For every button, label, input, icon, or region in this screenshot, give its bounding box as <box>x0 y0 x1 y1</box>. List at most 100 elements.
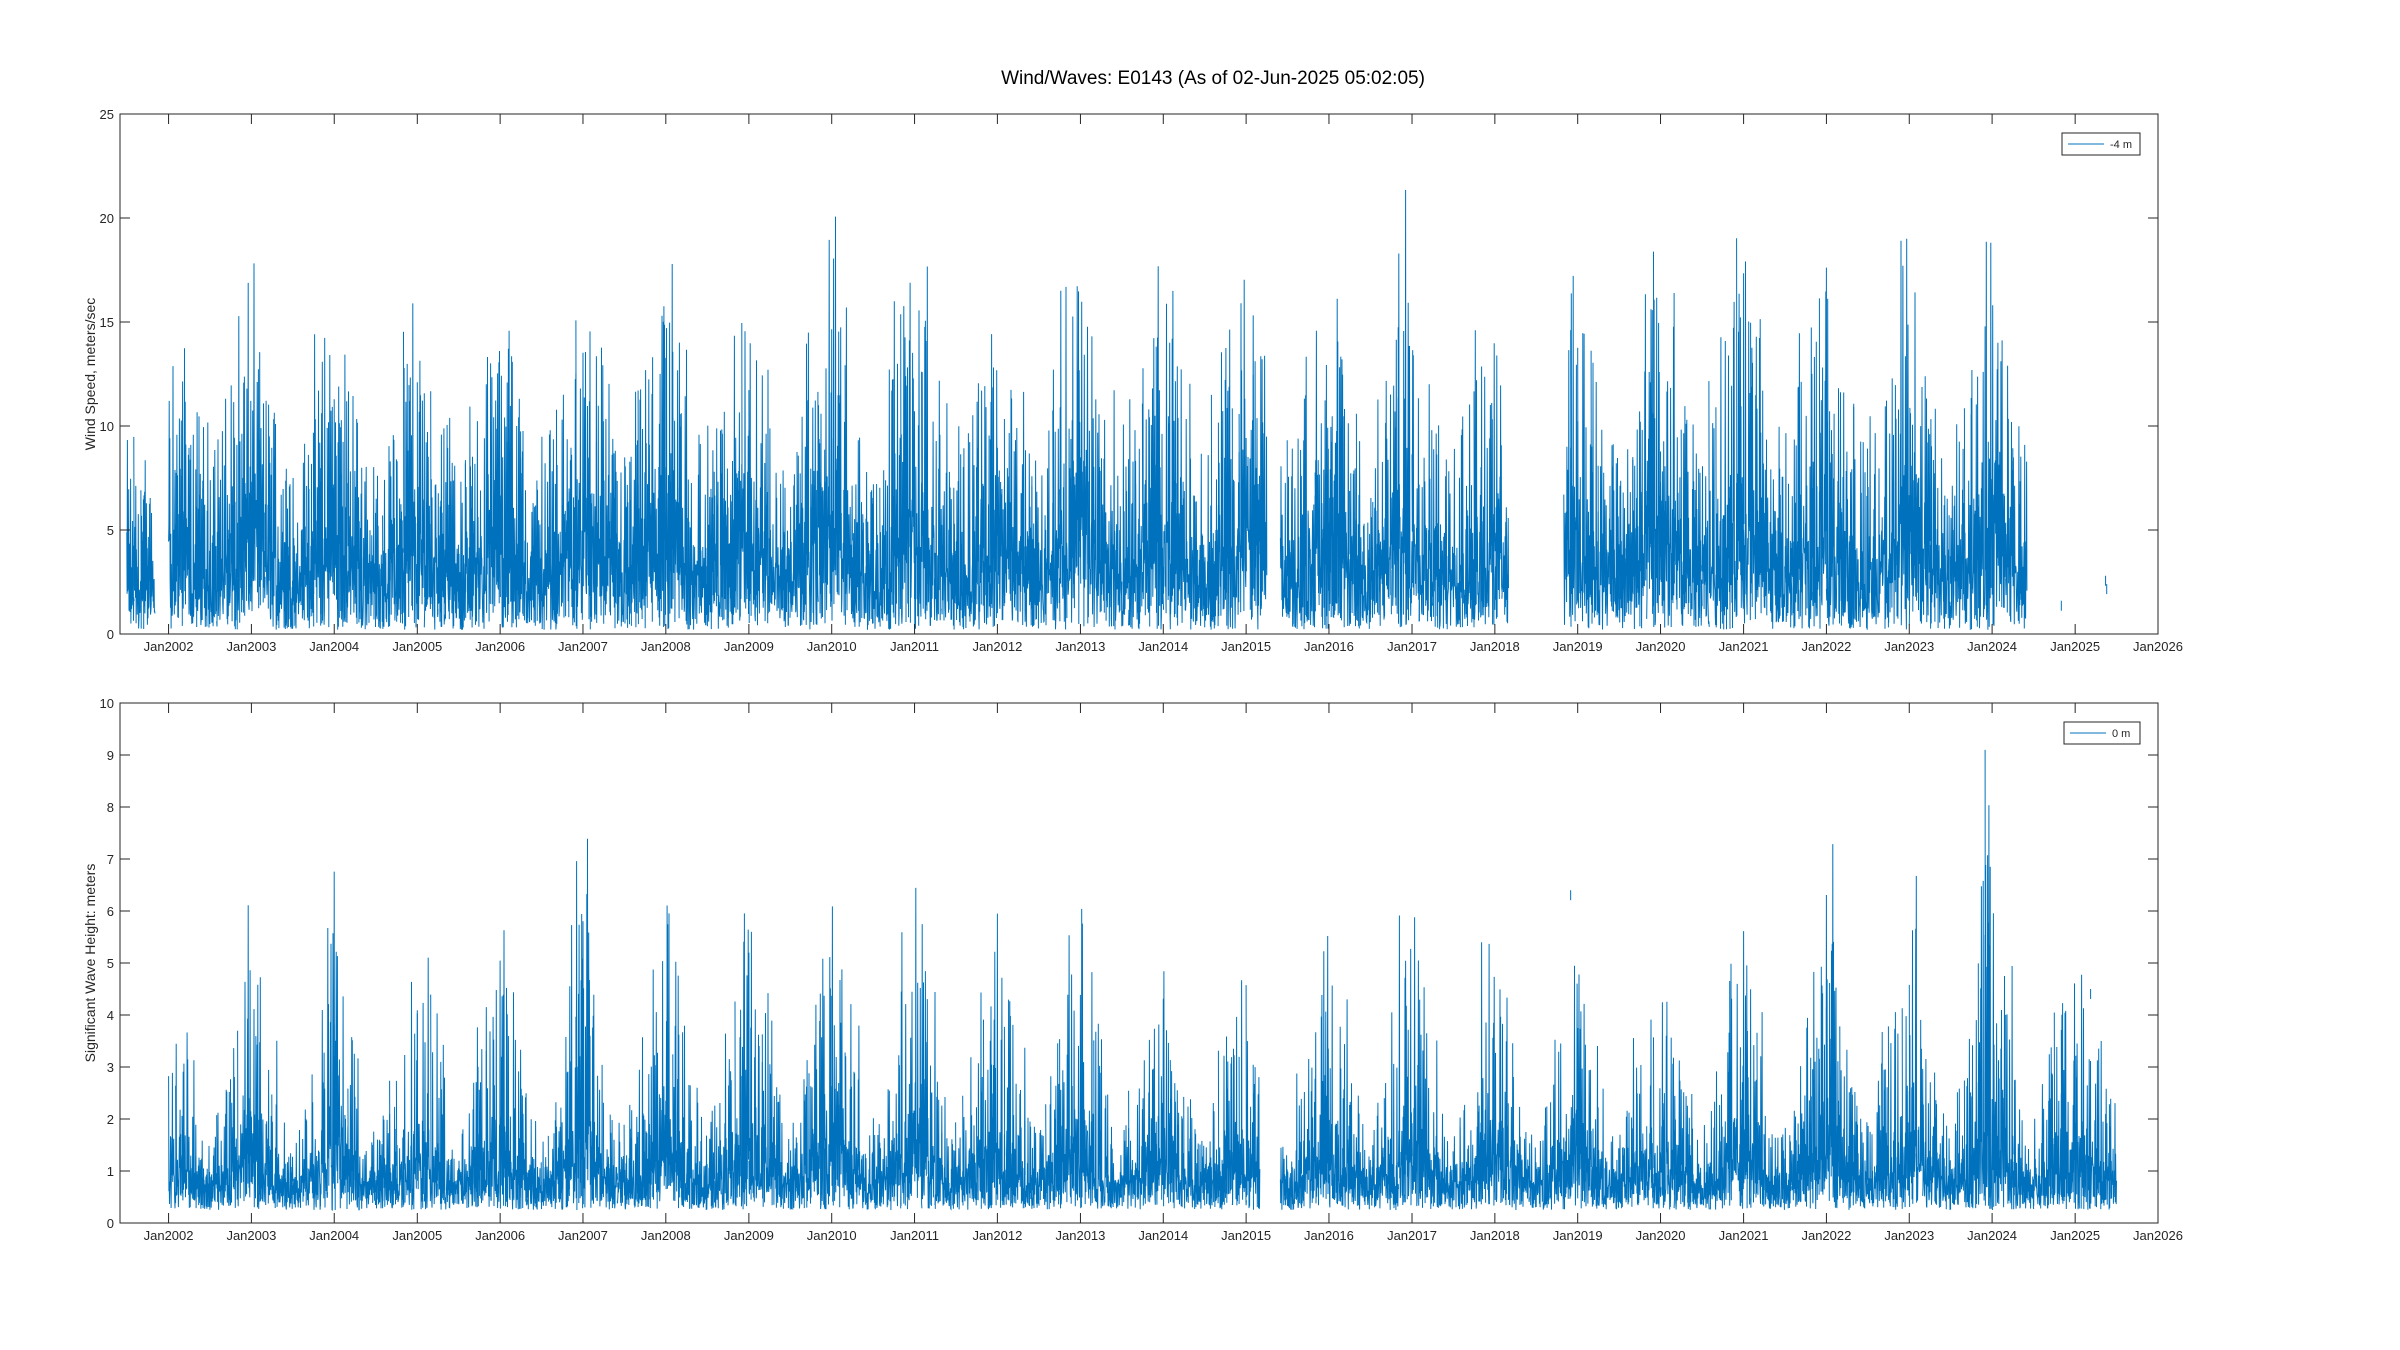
figure-title: Wind/Waves: E0143 (As of 02-Jun-2025 05:… <box>1001 68 1425 89</box>
wind-speed-segment <box>595 347 605 624</box>
wave-height-segment <box>547 1133 557 1209</box>
wave-height-segment <box>1349 1083 1358 1205</box>
wave-height-segment <box>1708 1101 1717 1210</box>
wind-speed-segment <box>478 384 488 629</box>
wind-speed-segment <box>1590 350 1599 624</box>
wind-speed-segment <box>907 282 916 630</box>
wave-height-segment <box>1604 1141 1613 1210</box>
wave-height-segment <box>1970 1020 1980 1209</box>
wave-height-segment <box>789 1122 798 1210</box>
wind-speed-ytick-label: 5 <box>107 523 114 538</box>
wave-height-segment <box>188 1060 197 1208</box>
wave-height-segment <box>1300 1091 1309 1209</box>
wave-height-segment <box>1542 1106 1551 1210</box>
wave-height-segment <box>1052 1043 1061 1207</box>
wind-speed-xtick-label: Jan2023 <box>1884 639 1934 654</box>
wind-speed-segment <box>934 380 943 621</box>
wave-height-xtick-label: Jan2023 <box>1884 1228 1934 1243</box>
wave-height-segment <box>893 1055 902 1207</box>
wind-speed-segment <box>1943 495 1952 629</box>
wind-speed-segment <box>1079 301 1089 627</box>
wind-speed-segment <box>1363 522 1372 629</box>
wind-speed-xtick-label: Jan2021 <box>1719 639 1769 654</box>
wind-speed-segment <box>1915 386 1924 624</box>
wind-speed-segment <box>1625 449 1634 615</box>
wind-speed-segment <box>921 266 929 620</box>
wave-height-segment <box>706 1110 715 1209</box>
wind-speed-xtick-label: Jan2022 <box>1801 639 1851 654</box>
wave-height-segment <box>1072 994 1082 1207</box>
wave-height-segment <box>1577 974 1586 1209</box>
wave-height-segment <box>865 1135 874 1210</box>
wind-speed-segment <box>1901 238 1911 630</box>
wave-height-xtick-label: Jan2022 <box>1801 1228 1851 1243</box>
wave-height-segment <box>1556 1043 1565 1210</box>
wave-height-segment <box>1625 1110 1634 1207</box>
wind-speed-segment <box>1673 437 1682 615</box>
wind-speed-segment <box>1998 340 2007 608</box>
wind-speed-segment <box>1660 381 1669 628</box>
wind-speed-segment <box>561 394 570 618</box>
wind-speed-segment <box>1798 333 1807 629</box>
wind-speed-segment <box>1949 424 1959 620</box>
wind-speed-segment <box>312 334 322 623</box>
wave-height-segment <box>927 991 936 1209</box>
wave-height-segment <box>1729 963 1738 1201</box>
wind-speed-segment <box>817 391 826 619</box>
wave-height-segment <box>1059 1039 1068 1209</box>
wind-speed-segment <box>326 354 335 628</box>
wave-height-segment <box>1169 1060 1178 1209</box>
wave-height-segment <box>292 1129 301 1208</box>
wind-speed-legend: -4 m <box>2061 132 2141 156</box>
wind-speed-segment <box>893 301 902 626</box>
wave-height-segment <box>678 1025 688 1208</box>
wind-speed-segment <box>1501 507 1509 624</box>
wave-height-segment <box>1929 1072 1938 1205</box>
wave-height-segment <box>1473 1092 1482 1209</box>
wave-height-segment <box>175 1043 183 1208</box>
wave-height-segment <box>312 1139 322 1210</box>
wind-speed-segment <box>472 421 481 627</box>
wave-height-segment <box>1141 1039 1151 1206</box>
wave-height-segment <box>595 1064 605 1207</box>
wind-speed-segment <box>1466 404 1475 628</box>
wind-speed-segment <box>1812 341 1821 627</box>
wave-height-segment <box>1197 1140 1206 1209</box>
wind-speed-segment <box>678 349 688 621</box>
wave-height-ytick-label: 9 <box>107 748 114 763</box>
wind-speed-segment <box>403 331 412 630</box>
wind-speed-segment <box>1970 369 1980 627</box>
wave-height-segment <box>616 1122 625 1206</box>
wave-height-segment <box>568 925 577 1204</box>
wind-speed-segment <box>1729 301 1738 629</box>
wave-height-segment <box>727 1059 736 1206</box>
wave-height-segment <box>1860 1122 1869 1209</box>
wind-speed-segment <box>457 460 467 630</box>
wind-speed-segment <box>1743 261 1752 624</box>
wave-height-segment <box>1563 1113 1572 1210</box>
wave-height-segment <box>1722 1032 1731 1206</box>
wave-height-segment <box>672 961 681 1209</box>
wave-height-xtick-label: Jan2010 <box>807 1228 857 1243</box>
wind-speed-segment <box>1894 240 1903 626</box>
wind-speed-segment <box>699 494 708 626</box>
wave-height-segment <box>223 1089 232 1206</box>
wave-height-segment <box>983 1019 992 1210</box>
wave-height-segment <box>2095 1040 2104 1210</box>
wave-height-xtick-label: Jan2009 <box>724 1228 774 1243</box>
wind-speed-segment <box>347 391 356 615</box>
wind-speed-segment <box>637 389 646 620</box>
wind-speed-segment <box>976 383 985 630</box>
wave-height-segment <box>2108 1098 2117 1208</box>
wind-speed-segment <box>1411 350 1420 622</box>
wave-height-segment <box>775 1087 784 1209</box>
wind-speed-segment <box>1618 480 1627 629</box>
wave-height-segment <box>1881 1031 1890 1208</box>
wind-speed-segment <box>1321 364 1330 629</box>
wind-speed-xtick-label: Jan2007 <box>558 639 608 654</box>
wind-speed-segment <box>1750 322 1758 620</box>
wind-speed-segment <box>1667 292 1675 628</box>
wind-speed-segment <box>1100 419 1109 621</box>
wave-height-segment <box>1736 931 1745 1209</box>
wind-speed-segment <box>1763 439 1772 616</box>
